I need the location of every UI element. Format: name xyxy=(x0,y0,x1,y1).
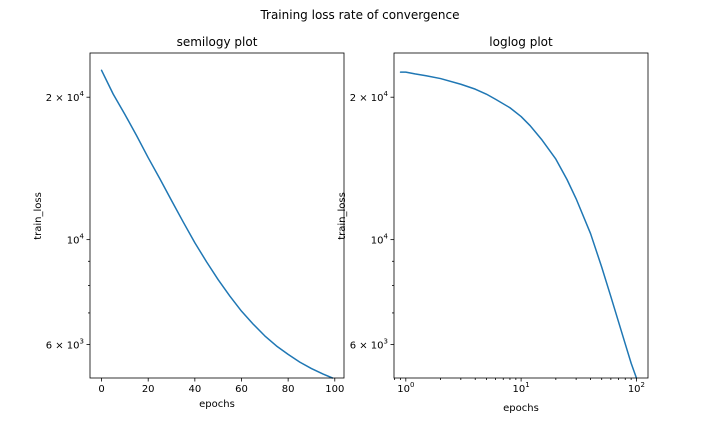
semilogy-x-tick-label: 60 xyxy=(235,384,248,395)
loglog-x-axis-label: epochs xyxy=(503,403,539,414)
semilogy-x-tick-label: 40 xyxy=(188,384,201,395)
semilogy-y-tick-label: 6 × 103 xyxy=(46,338,84,352)
semilogy-x-tick-label: 0 xyxy=(98,384,104,395)
loglog-y-axis-label: train_loss xyxy=(337,192,348,240)
semilogy-y-axis-label: train_loss xyxy=(33,192,44,240)
semilogy-series-line-0 xyxy=(100,69,334,379)
figure-suptitle: Training loss rate of convergence xyxy=(259,8,459,22)
semilogy-plot-frame xyxy=(89,52,345,379)
semilogy-x-axis-label: epochs xyxy=(199,399,235,410)
semilogy-x-tick-label: 20 xyxy=(142,384,155,395)
semilogy-x-tick-label: 80 xyxy=(282,384,295,395)
loglog-y-tick-label: 6 × 103 xyxy=(350,338,388,352)
semilogy-y-tick-label: 2 × 104 xyxy=(46,90,85,104)
loglog-y-tick-label: 2 × 104 xyxy=(350,90,389,104)
semilogy-title: semilogy plot xyxy=(177,35,258,49)
loglog-title: loglog plot xyxy=(489,35,553,49)
semilogy-x-tick-label: 100 xyxy=(325,384,344,395)
loglog-series-line-0 xyxy=(399,71,638,379)
